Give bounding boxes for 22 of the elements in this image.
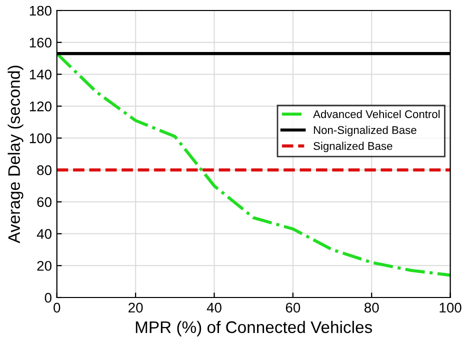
y-tick-label: 160 xyxy=(30,38,52,48)
x-tick-label: 100 xyxy=(440,302,462,313)
x-tick-label: 40 xyxy=(206,302,222,313)
x-tick-label: 80 xyxy=(364,302,379,313)
x-tick-label: 20 xyxy=(128,302,143,313)
y-axis-title: Average Delay (second) xyxy=(8,66,24,244)
y-tick-label: 140 xyxy=(30,70,52,80)
y-tick-label: 0 xyxy=(44,292,52,303)
legend-label: Non-Signalized Base xyxy=(314,126,416,136)
y-tick-label: 40 xyxy=(36,229,52,239)
y-tick-label: 80 xyxy=(37,165,52,176)
y-tick-label: 120 xyxy=(30,102,52,112)
legend-label: Advanced Vehicel Control xyxy=(313,110,440,118)
y-tick-label: 20 xyxy=(37,260,52,271)
legend-label: Signalized Base xyxy=(314,142,392,152)
x-tick-label: 60 xyxy=(286,302,300,313)
y-tick-label: 100 xyxy=(30,133,52,144)
line-series xyxy=(56,52,450,277)
y-tick-label: 60 xyxy=(37,197,52,208)
y-tick-label: 180 xyxy=(30,6,52,16)
x-tick-label: 0 xyxy=(54,302,60,313)
x-axis-title: MPR (%) of Connected Vehicles xyxy=(136,320,372,336)
